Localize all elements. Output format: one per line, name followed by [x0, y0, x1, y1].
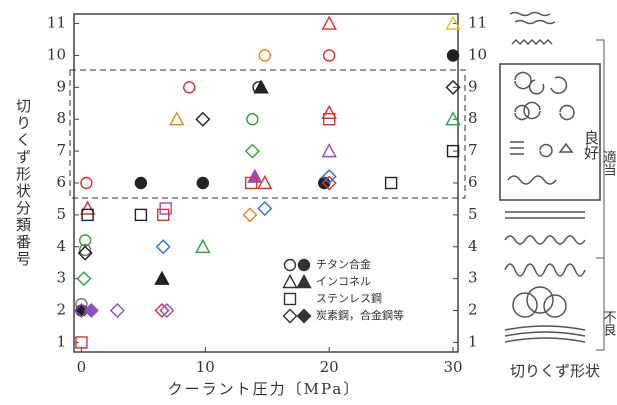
data-point: [170, 113, 183, 125]
chip-illustrations: [500, 13, 604, 351]
y-tick-label: 11: [47, 14, 66, 32]
y2-tick-label: 1: [468, 332, 478, 350]
x-tick-label: 0: [77, 358, 87, 376]
data-point: [184, 82, 195, 93]
y2-tick-label: 9: [468, 77, 478, 95]
data-point: [243, 208, 256, 221]
data-point: [160, 203, 171, 214]
data-point: [157, 240, 170, 253]
data-point: [158, 209, 169, 220]
data-point: [82, 209, 93, 220]
data-point: [323, 106, 336, 118]
data-point: [448, 50, 459, 61]
x-tick-label: 30: [443, 358, 462, 376]
data-point: [81, 178, 92, 189]
highlight-box: [70, 70, 465, 198]
data-point: [111, 304, 124, 317]
good-label: 良好: [582, 130, 600, 161]
data-point: [196, 240, 209, 252]
legend-label: ステンレス鋼: [316, 291, 382, 305]
y-axis-title: 切りくず形状分類番号: [14, 98, 32, 268]
x-axis-title: クーラント圧力〔MPa〕: [168, 380, 361, 398]
legend-marker: [284, 310, 297, 323]
chart: 切りくず形状分類番号 クーラント圧力〔MPa〕 良好 適当 不良 切りくず形状 …: [0, 0, 617, 401]
legend-label: チタン合金: [316, 257, 371, 271]
y2-tick-label: 11: [468, 14, 487, 32]
poor-label: 不良: [601, 310, 617, 336]
data-point: [323, 17, 336, 29]
adequate-label: 適当: [601, 149, 617, 176]
y2-tick-label: 6: [468, 173, 478, 191]
y-tick-label: 2: [56, 301, 66, 319]
legend-marker: [285, 294, 296, 305]
data-point: [196, 113, 209, 126]
legend-label: 炭素鋼，合金鋼等: [316, 308, 404, 322]
data-point: [135, 209, 146, 220]
data-point: [197, 178, 208, 189]
data-point: [135, 178, 146, 189]
legend-marker: [284, 276, 297, 288]
legend-marker: [298, 310, 311, 323]
chip-shape-caption: 切りくず形状: [510, 362, 600, 380]
data-point: [155, 304, 168, 317]
x-tick-label: 20: [320, 358, 339, 376]
y2-tick-label: 8: [468, 109, 478, 127]
y2-tick-label: 3: [468, 269, 478, 287]
data-point: [386, 178, 397, 189]
y-tick-label: 8: [56, 109, 66, 127]
y2-tick-label: 4: [468, 237, 478, 255]
y-tick-label: 10: [47, 45, 66, 63]
x-tick-label: 10: [196, 358, 215, 376]
y2-tick-label: 2: [468, 301, 478, 319]
data-point: [160, 304, 173, 317]
data-point: [324, 114, 335, 125]
y-tick-label: 6: [56, 173, 66, 191]
data-point: [324, 50, 335, 61]
y-tick-label: 3: [56, 269, 66, 287]
legend-marker: [298, 276, 311, 288]
y-tick-label: 4: [56, 237, 66, 255]
data-point: [323, 145, 336, 157]
data-point: [246, 145, 259, 158]
data-point: [248, 170, 261, 182]
y2-tick-label: 5: [468, 205, 478, 223]
legend-label: インコネル: [316, 275, 371, 288]
data-point: [81, 202, 94, 214]
y2-tick-label: 10: [468, 45, 487, 63]
data-point: [258, 202, 271, 215]
legend-marker: [299, 260, 310, 271]
y-tick-label: 7: [56, 141, 66, 159]
data-point: [259, 50, 270, 61]
data-point: [247, 114, 258, 125]
data-point: [77, 272, 90, 285]
legend-marker: [285, 260, 296, 271]
y-tick-label: 9: [56, 77, 66, 95]
y2-tick-label: 7: [468, 141, 478, 159]
y-tick-label: 5: [56, 205, 66, 223]
plot-frame: [74, 14, 458, 352]
data-point: [155, 272, 168, 284]
y-tick-label: 1: [56, 332, 66, 350]
